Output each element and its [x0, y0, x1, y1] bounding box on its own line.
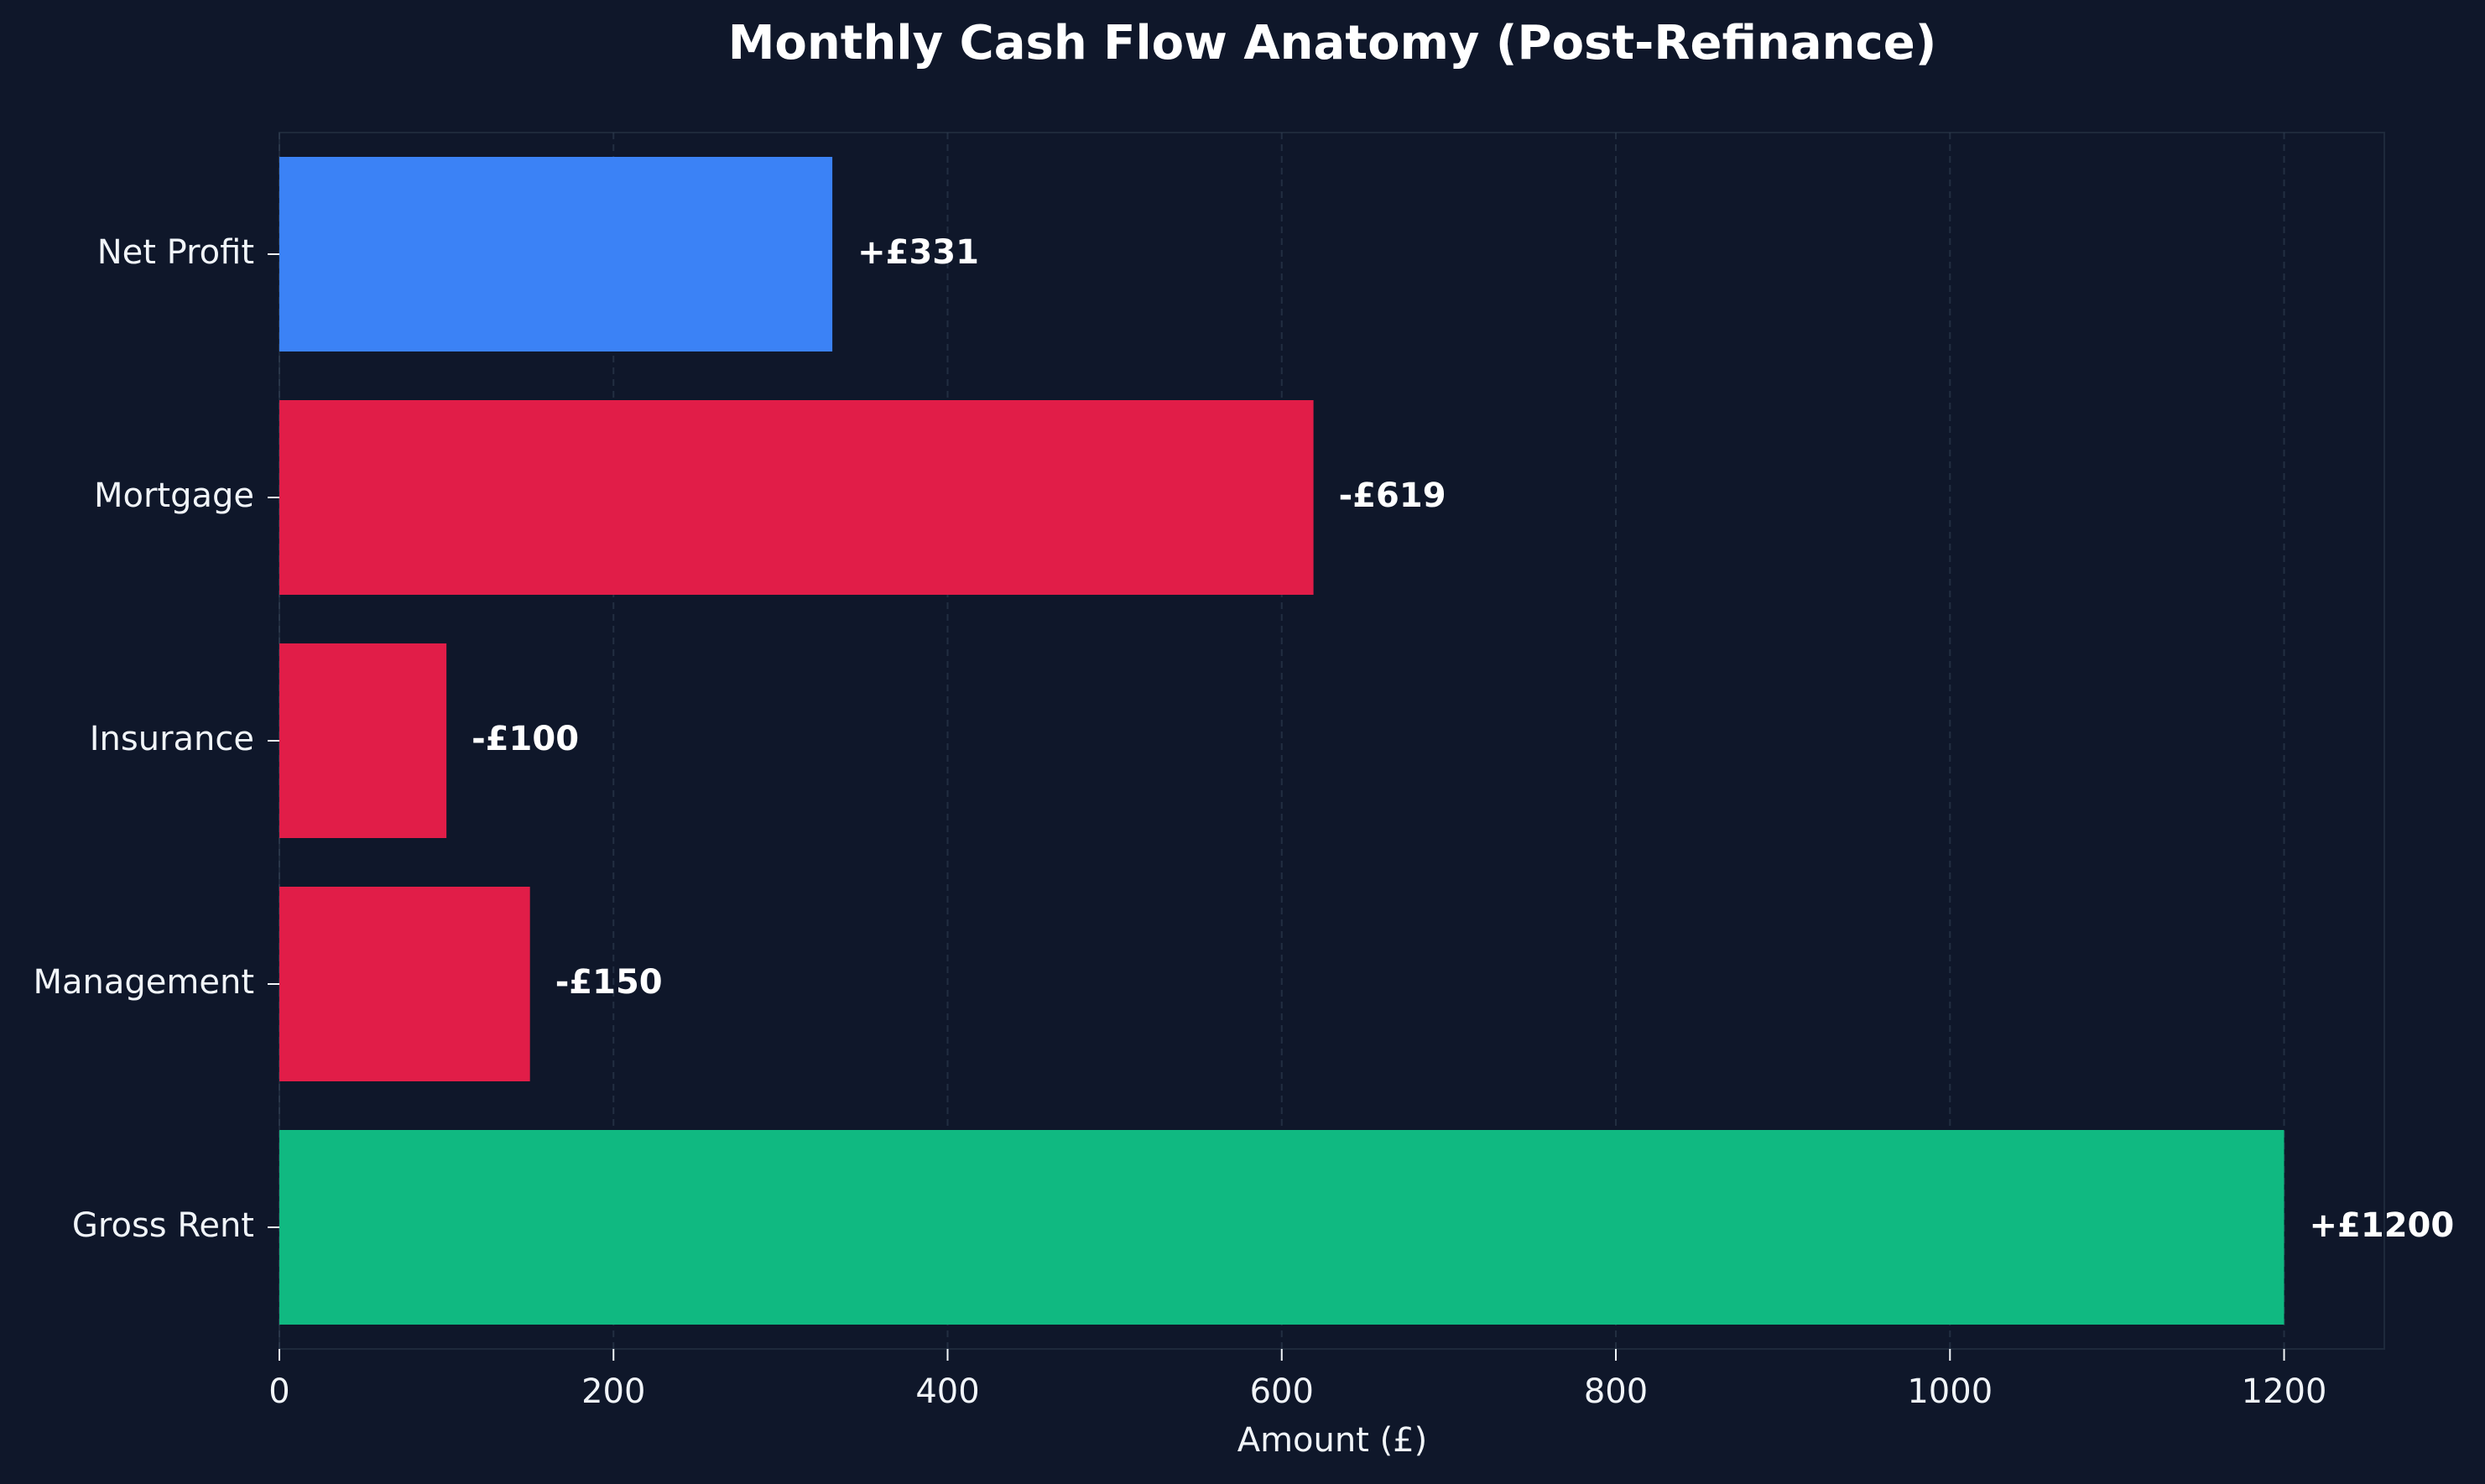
category-label-gross-rent: Gross Rent [72, 1206, 254, 1245]
y-axis: Gross Rent Management Insurance Mortgage Net… [34, 233, 279, 1245]
category-label-net-profit: Net Profit [97, 233, 254, 272]
data-label-net-profit: +£331 [857, 233, 979, 272]
data-label-layer: +£1200 -£150 -£100 -£619 +£331 [471, 233, 2454, 1245]
data-label-mortgage: -£619 [1339, 476, 1446, 515]
data-label-management: -£150 [555, 963, 663, 1002]
x-tick-label-1: 200 [581, 1372, 645, 1411]
x-tick-label-3: 600 [1250, 1372, 1314, 1411]
bar-management [279, 887, 530, 1081]
x-tick-label-6: 1200 [2242, 1372, 2327, 1411]
x-axis-label: Amount (£) [1237, 1421, 1428, 1460]
bar-net-profit [279, 157, 833, 351]
bar-gross-rent [279, 1130, 2284, 1325]
category-label-insurance: Insurance [90, 720, 254, 758]
data-label-insurance: -£100 [471, 720, 579, 758]
category-label-mortgage: Mortgage [94, 476, 254, 515]
x-tick-label-5: 1000 [1907, 1372, 1993, 1411]
category-label-management: Management [34, 963, 255, 1002]
x-tick-label-0: 0 [268, 1372, 289, 1411]
bar-insurance [279, 643, 447, 838]
bar-layer [279, 157, 2284, 1325]
x-tick-label-4: 800 [1584, 1372, 1648, 1411]
x-tick-label-2: 400 [915, 1372, 979, 1411]
bar-mortgage [279, 400, 1314, 595]
data-label-gross-rent: +£1200 [2310, 1206, 2455, 1245]
chart-title: Monthly Cash Flow Anatomy (Post-Refinanc… [728, 16, 1937, 70]
x-axis: 0 200 400 600 800 1000 1200 [268, 1349, 2326, 1411]
